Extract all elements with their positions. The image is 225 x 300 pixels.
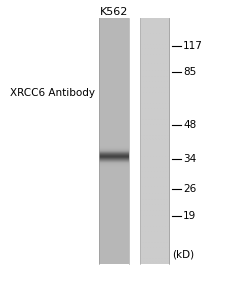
Text: 34: 34 [182,154,196,164]
Text: (kD): (kD) [171,250,193,260]
Text: K562: K562 [99,7,128,17]
Text: 19: 19 [182,211,196,221]
Text: XRCC6 Antibody: XRCC6 Antibody [10,88,94,98]
Text: 48: 48 [182,120,196,130]
Text: 85: 85 [182,67,196,77]
Text: 117: 117 [182,41,202,51]
Text: 26: 26 [182,184,196,194]
